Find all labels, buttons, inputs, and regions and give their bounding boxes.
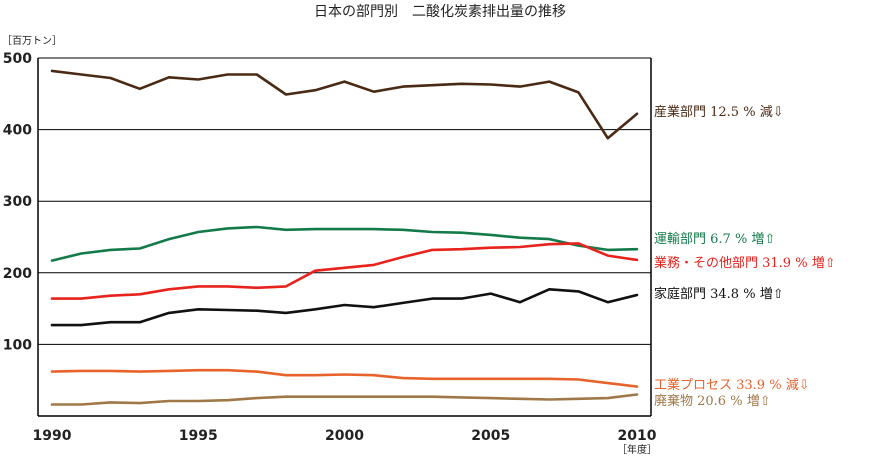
axes <box>37 58 652 417</box>
y-tick-label: 300 <box>3 194 32 210</box>
x-axis-unit: ［年度］ <box>617 443 657 456</box>
x-tick-label: 2000 <box>325 428 364 444</box>
series-label-waste: 廃棄物 20.6 % 増⇧ <box>654 393 771 409</box>
x-tick-label: 1990 <box>33 428 72 444</box>
chart-title: 日本の部門別 二酸化炭素排出量の推移 <box>314 4 566 20</box>
series-label-industry: 産業部門 12.5 % 減⇩ <box>654 104 784 120</box>
y-tick-label: 100 <box>3 337 32 353</box>
series-label-commercial: 業務・その他部門 31.9 % 増⇧ <box>654 255 836 271</box>
series-label-household: 家庭部門 34.8 % 増⇧ <box>654 286 784 302</box>
series-line-household <box>50 287 639 327</box>
x-tick-label: 2005 <box>471 428 510 444</box>
series-line-transport <box>50 225 639 262</box>
grid-lines <box>38 57 651 345</box>
y-tick-label: 400 <box>3 123 32 139</box>
x-tick-label: 1995 <box>179 428 218 444</box>
y-tick-label: 500 <box>3 51 32 67</box>
series-label-industrial_process: 工業プロセス 33.9 % 減⇩ <box>654 377 810 393</box>
series-line-industrial_process <box>50 368 639 388</box>
series-labels: 産業部門 12.5 % 減⇩ 運輸部門 6.7 % 増⇧ 業務・その他部門 31.9… <box>654 104 836 409</box>
y-tick-label: 200 <box>3 266 32 282</box>
series-line-industry <box>50 69 639 140</box>
series-label-transport: 運輸部門 6.7 % 増⇧ <box>654 232 775 247</box>
series-line-commercial <box>50 242 639 300</box>
tick-labels: 100 200 300 400 500 1990 1995 2000 2005 2010 <box>3 51 657 444</box>
series-line-waste <box>50 393 639 406</box>
y-axis-unit: ［百万トン］ <box>2 35 62 47</box>
series-lines <box>50 69 639 406</box>
x-tick-label: 2010 <box>618 428 657 444</box>
